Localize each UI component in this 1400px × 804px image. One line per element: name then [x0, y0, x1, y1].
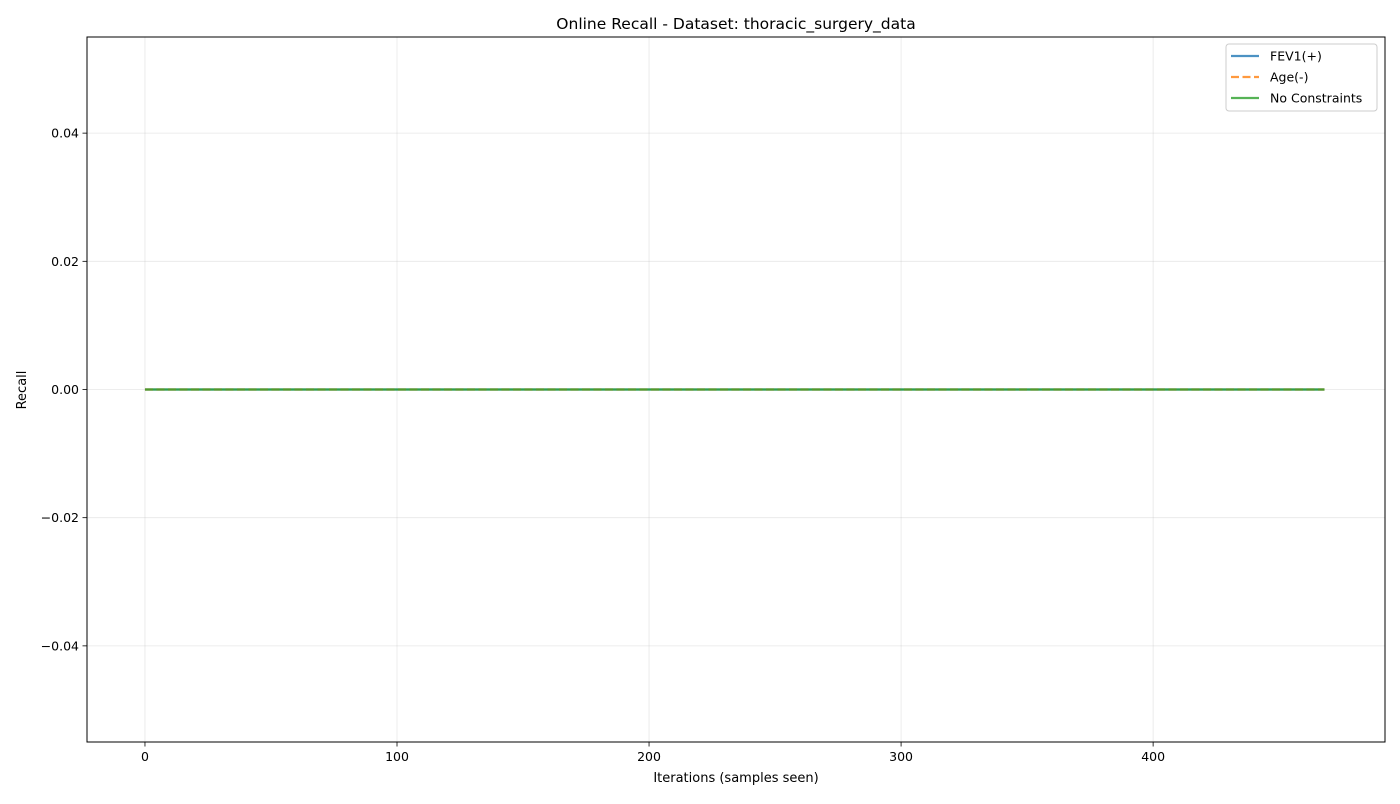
x-axis-label: Iterations (samples seen) [653, 771, 818, 786]
legend: FEV1(+) Age(-) No Constraints [1225, 43, 1378, 112]
legend-label-2: No Constraints [1270, 91, 1362, 106]
y-axis-ticks: −0.04 −0.02 0.00 0.02 0.04 [41, 126, 87, 653]
legend-label-1: Age(-) [1270, 70, 1308, 85]
y-tick-label: 0.00 [51, 382, 79, 397]
y-axis-label: Recall [15, 371, 30, 410]
y-tick-label: 0.04 [51, 126, 79, 141]
legend-label-0: FEV1(+) [1270, 49, 1322, 64]
y-tick-label: 0.02 [51, 254, 79, 269]
legend-box [1225, 43, 1378, 112]
y-tick-label: −0.02 [41, 510, 79, 525]
x-tick-label: 300 [889, 749, 913, 764]
x-axis-ticks: 0 100 200 300 400 [141, 742, 1165, 764]
x-tick-label: 100 [385, 749, 409, 764]
chart-title: Online Recall - Dataset: thoracic_surger… [556, 15, 915, 34]
x-tick-label: 400 [1141, 749, 1165, 764]
x-tick-label: 0 [141, 749, 149, 764]
x-tick-label: 200 [637, 749, 661, 764]
y-tick-label: −0.04 [41, 638, 79, 653]
